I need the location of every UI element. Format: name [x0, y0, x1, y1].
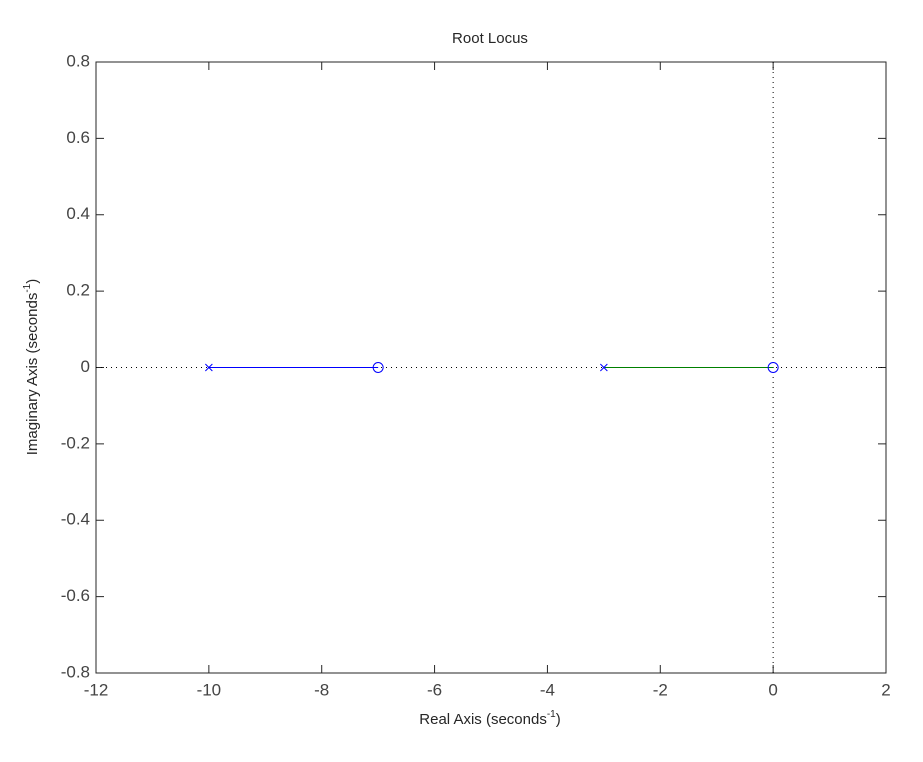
y-label-tail: ): [24, 279, 41, 284]
y-tick-label: 0.6: [66, 128, 90, 147]
x-label-text: Real Axis (seconds: [419, 711, 547, 728]
y-tick-label: 0.4: [66, 204, 90, 223]
x-tick-label: -6: [427, 680, 442, 699]
x-tick-label: 2: [881, 680, 890, 699]
x-tick-label: -2: [653, 680, 668, 699]
y-axis-label: Imaginary Axis (seconds-1): [22, 279, 41, 455]
y-tick-label: 0.8: [66, 51, 90, 70]
y-label-sup: -1: [22, 283, 33, 292]
y-tick-label: -0.6: [61, 586, 90, 605]
chart-title: Root Locus: [452, 30, 528, 47]
pole-marker: [600, 363, 608, 372]
pole-marker: [205, 363, 213, 372]
y-tick-label: 0.2: [66, 281, 90, 300]
x-label-tail: ): [556, 711, 561, 728]
x-tick-label: -4: [540, 680, 555, 699]
zero-marker: [767, 362, 779, 373]
x-tick-label: -8: [314, 680, 329, 699]
y-tick-label: -0.2: [61, 433, 90, 452]
zero-marker: [372, 362, 384, 373]
x-tick-label: -10: [197, 680, 222, 699]
x-tick-label: -12: [84, 680, 109, 699]
x-tick-label: 0: [768, 680, 777, 699]
y-tick-label: -0.4: [61, 510, 90, 529]
y-label-text: Imaginary Axis (seconds: [24, 293, 41, 456]
y-tick-label: -0.8: [61, 662, 90, 681]
y-tick-label: 0: [81, 357, 90, 376]
x-axis-label: Real Axis (seconds-1): [419, 709, 560, 728]
x-label-sup: -1: [547, 709, 556, 720]
